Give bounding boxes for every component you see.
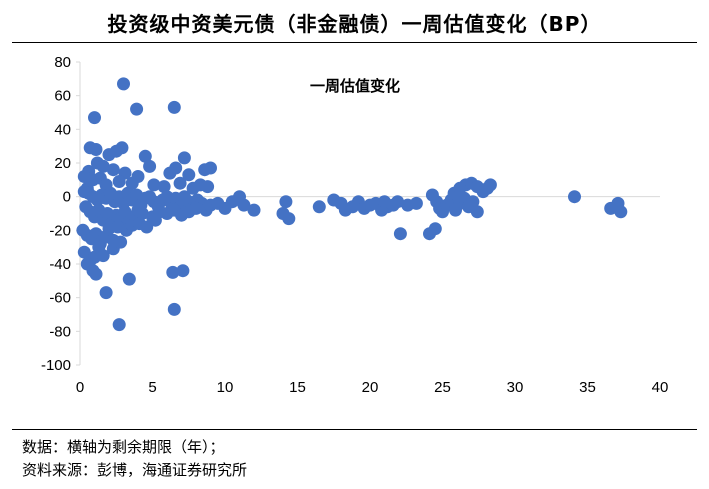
data-point <box>312 200 326 214</box>
data-point <box>148 213 162 227</box>
y-tick-label: -80 <box>49 323 71 340</box>
notes-rule <box>12 429 697 430</box>
data-point <box>167 302 181 316</box>
data-point <box>173 176 187 190</box>
data-point <box>409 196 423 210</box>
data-point <box>140 220 154 234</box>
data-point <box>176 264 190 278</box>
y-tick-label: -60 <box>49 290 71 307</box>
data-point <box>96 249 110 263</box>
data-point <box>157 180 171 194</box>
data-point <box>614 205 628 219</box>
data-point <box>117 77 130 91</box>
data-point <box>89 267 103 281</box>
y-tick-label: 80 <box>54 54 71 71</box>
data-point <box>106 163 120 177</box>
data-point <box>163 166 177 180</box>
data-point <box>225 195 239 209</box>
data-point <box>130 102 144 116</box>
y-tick-label: 0 <box>63 189 71 206</box>
chart-title: 投资级中资美元债（非金融债）一周估值变化（BP） <box>107 12 602 36</box>
source-note: 资料来源：彭博，海通证券研究所 <box>22 461 248 479</box>
x-tick-label: 20 <box>362 379 379 396</box>
y-tick-label: -40 <box>49 256 71 273</box>
data-point <box>201 180 215 194</box>
data-point <box>89 143 103 156</box>
data-point <box>122 272 136 286</box>
data-point <box>143 159 157 173</box>
data-point <box>177 151 191 165</box>
data-point <box>138 149 152 163</box>
title-rule <box>12 42 697 43</box>
data-point <box>99 286 113 300</box>
x-tick-label: 25 <box>434 379 451 396</box>
data-point <box>211 196 225 210</box>
data-point <box>112 175 126 188</box>
data-point <box>470 205 484 219</box>
data-point <box>112 318 126 332</box>
x-tick-label: 0 <box>76 379 84 396</box>
y-tick-label: 60 <box>54 88 71 105</box>
x-tick-label: 35 <box>579 379 596 396</box>
data-point <box>109 144 123 158</box>
series-label: 一周估值变化 <box>310 77 400 95</box>
x-tick-label: 30 <box>507 379 524 396</box>
data-point <box>391 195 405 209</box>
data-point <box>147 178 161 192</box>
x-tick-label: 15 <box>289 379 306 396</box>
data-point <box>568 190 581 204</box>
data-point <box>393 227 407 241</box>
data-point <box>279 195 293 209</box>
chart-points <box>76 77 628 332</box>
y-tick-label: 40 <box>54 121 71 138</box>
data-point <box>182 168 196 182</box>
data-point <box>466 195 480 209</box>
data-point <box>247 203 261 217</box>
data-point <box>276 207 290 220</box>
data-point <box>166 265 180 279</box>
x-tick-label: 10 <box>217 379 234 396</box>
x-tick-label: 5 <box>148 379 156 396</box>
data-point <box>135 207 149 220</box>
scatter-chart: 80 60 40 20 0 -20 -40 -60 -80 -100 0 5 10 15 20 25 30 35 4… <box>41 54 669 396</box>
data-point <box>125 176 139 190</box>
data-point <box>96 159 110 173</box>
data-point <box>204 161 217 175</box>
y-tick-label: 20 <box>54 155 71 172</box>
y-tick-label: -20 <box>49 222 71 239</box>
data-point <box>114 235 128 249</box>
data-point <box>167 100 181 114</box>
data-point <box>189 201 203 215</box>
data-point <box>428 222 442 236</box>
data-note: 数据：横轴为剩余期限（年）； <box>22 438 225 456</box>
x-tick-label: 40 <box>652 379 669 396</box>
data-point <box>88 111 101 125</box>
y-tick-label: -100 <box>41 357 71 374</box>
data-point <box>237 198 251 212</box>
data-point <box>483 178 497 192</box>
